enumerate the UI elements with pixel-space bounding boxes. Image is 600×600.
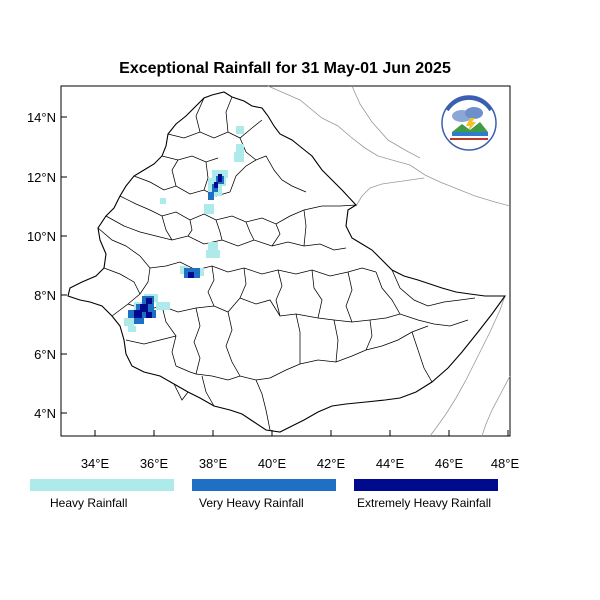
rainfall-extreme-cells [134, 174, 222, 318]
legend-label-heavy: Heavy Rainfall [50, 496, 128, 510]
x-tick-label: 36°E [140, 456, 169, 471]
x-tick-label: 44°E [376, 456, 405, 471]
legend-swatch-heavy [30, 479, 174, 491]
x-tick-label: 40°E [258, 456, 287, 471]
x-tick-label: 34°E [81, 456, 110, 471]
legend-swatch-very-heavy [192, 479, 336, 491]
y-tick-label: 10°N [27, 229, 56, 244]
y-tick-label: 14°N [27, 110, 56, 125]
y-tick-label: 6°N [34, 347, 56, 362]
map-content [67, 85, 511, 437]
y-tick-label: 8°N [34, 288, 56, 303]
ethiopia-outline [67, 91, 507, 433]
x-tick-label: 42°E [317, 456, 346, 471]
y-tick-label: 12°N [27, 170, 56, 185]
legend-label-extreme: Extremely Heavy Rainfall [357, 496, 492, 510]
ethiopian-meteorology-institute-logo [441, 95, 497, 151]
legend-label-very-heavy: Very Heavy Rainfall [199, 496, 304, 510]
y-axis: 4°N 6°N 8°N 10°N 12°N 14°N [27, 110, 67, 421]
x-tick-label: 38°E [199, 456, 228, 471]
neighbor-borders [267, 85, 511, 437]
x-tick-label: 46°E [435, 456, 464, 471]
x-tick-label: 48°E [491, 456, 520, 471]
legend-swatch-extreme [354, 479, 498, 491]
y-tick-label: 4°N [34, 406, 56, 421]
x-axis: 34°E 36°E 38°E 40°E 42°E 44°E 46°E 48°E [81, 430, 520, 471]
map-title: Exceptional Rainfall for 31 May-01 Jun 2… [119, 60, 451, 77]
